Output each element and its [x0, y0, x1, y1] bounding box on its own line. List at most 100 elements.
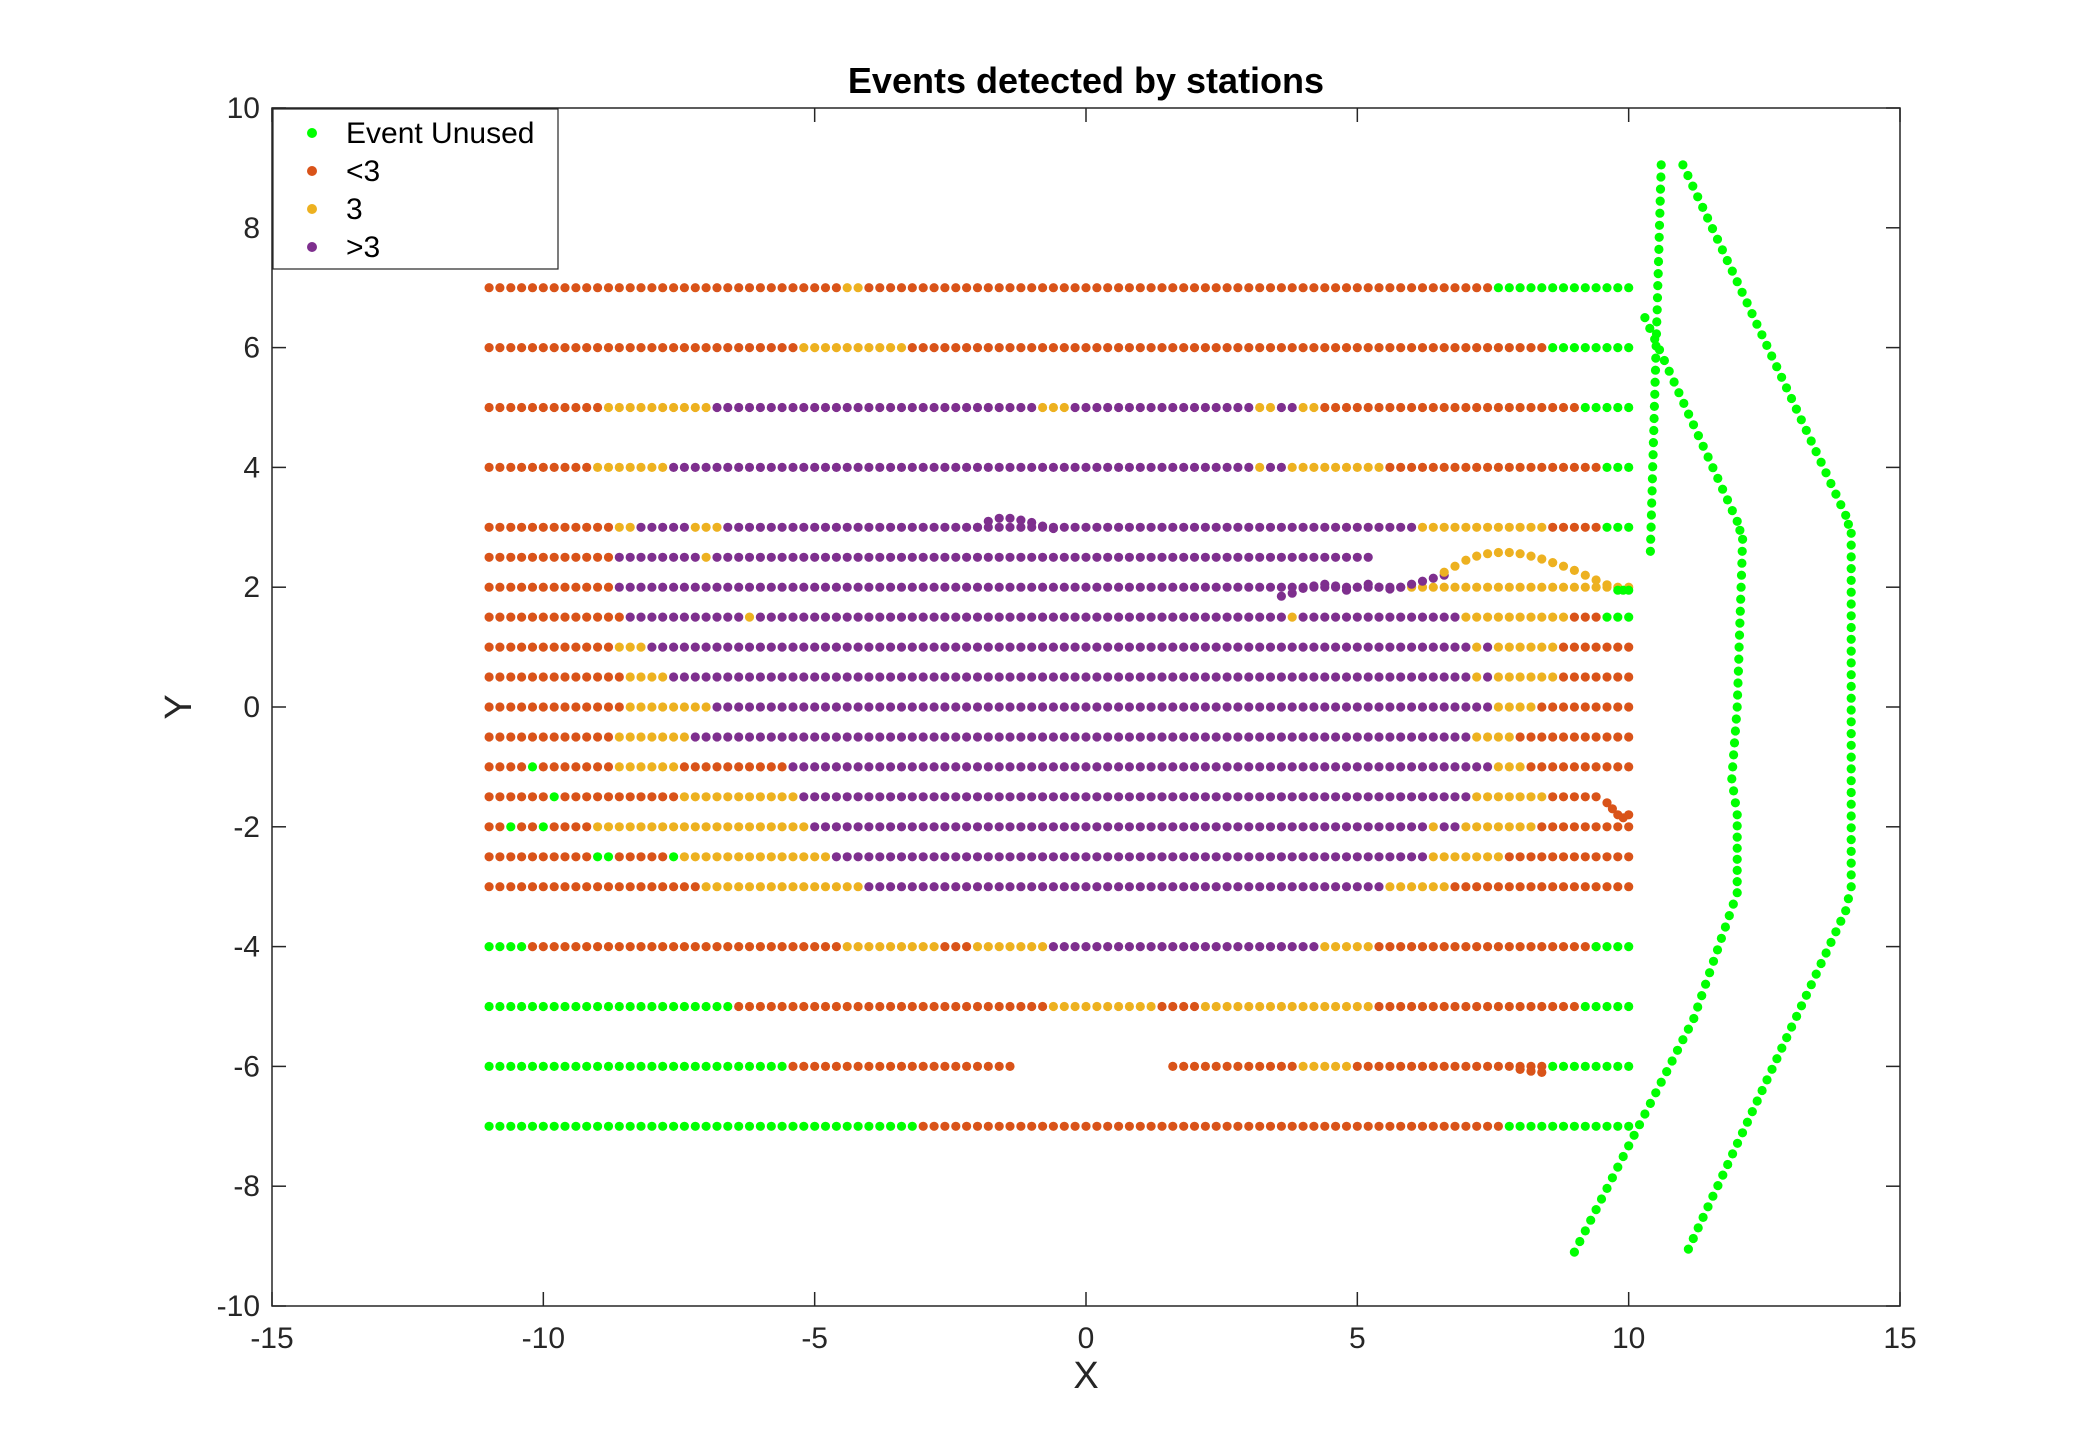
point-lt3	[582, 283, 592, 293]
point-lt3	[1124, 343, 1134, 353]
point-lt3	[1233, 1121, 1243, 1131]
point-lt3	[1168, 1001, 1178, 1012]
point-eq3	[1515, 522, 1525, 532]
point-gt3	[1331, 522, 1341, 532]
point-unused	[1580, 1061, 1590, 1071]
point-gt3	[1081, 792, 1091, 802]
point-lt3	[1027, 343, 1037, 353]
point-gt3	[1222, 582, 1232, 592]
legend-label-eq3: 3	[346, 193, 363, 226]
point-gt3	[1135, 522, 1145, 532]
point-gt3	[755, 612, 766, 622]
point-lt3	[1048, 1121, 1058, 1131]
point-eq3	[734, 792, 744, 802]
point-gt3	[1168, 402, 1178, 413]
point-eq3	[658, 672, 668, 682]
point-eq3	[1341, 942, 1352, 952]
point-gt3	[1157, 402, 1167, 413]
point-eq3	[679, 852, 690, 862]
point-gt3	[1200, 582, 1210, 592]
point-lt3	[495, 702, 505, 712]
point-eq3	[820, 882, 831, 892]
point-lt3	[517, 672, 527, 682]
point-lt3	[1374, 1001, 1384, 1012]
point-gt3	[744, 582, 755, 592]
point-lt3	[918, 343, 928, 353]
point-gt3	[864, 612, 874, 622]
point-lt3	[614, 882, 624, 892]
point-unused	[647, 1001, 657, 1012]
point-gt3	[842, 762, 852, 772]
point-eq3	[1515, 702, 1525, 712]
point-gt3	[875, 612, 885, 622]
point-lt3	[614, 343, 624, 353]
point-gt3	[994, 672, 1004, 682]
point-gt3	[1461, 642, 1471, 652]
point-gt3	[1070, 942, 1080, 952]
point-gt3	[799, 732, 809, 742]
point-unused	[1846, 611, 1856, 621]
point-eq3	[1558, 612, 1569, 622]
point-unused	[1558, 343, 1569, 353]
point-gt3	[1417, 702, 1428, 712]
point-gt3	[1320, 852, 1330, 862]
point-lt3	[614, 702, 624, 712]
point-lt3	[1450, 283, 1460, 293]
point-lt3	[582, 552, 592, 562]
point-lt3	[1439, 343, 1449, 353]
point-lt3	[560, 852, 570, 862]
point-gt3	[712, 402, 722, 413]
point-lt3	[1450, 1001, 1460, 1012]
point-lt3	[1515, 732, 1525, 742]
point-lt3	[495, 882, 505, 892]
point-gt3	[820, 822, 831, 832]
point-gt3	[1211, 402, 1221, 413]
point-gt3	[994, 402, 1004, 413]
point-gt3	[1298, 583, 1308, 594]
point-unused	[614, 1121, 624, 1131]
point-lt3	[1276, 343, 1286, 353]
point-lt3	[1569, 1001, 1579, 1012]
point-eq3	[1363, 1001, 1373, 1012]
point-gt3	[723, 582, 733, 592]
point-lt3	[1569, 672, 1579, 682]
y-axis-label: Y	[158, 694, 200, 719]
point-unused	[1718, 484, 1728, 494]
point-eq3	[658, 732, 668, 742]
point-gt3	[810, 462, 820, 472]
point-lt3	[799, 1061, 809, 1071]
point-lt3	[1179, 1121, 1189, 1131]
point-gt3	[1135, 552, 1145, 562]
point-gt3	[625, 612, 635, 622]
point-eq3	[1048, 1001, 1058, 1012]
point-unused	[820, 1121, 831, 1131]
point-lt3	[907, 1061, 917, 1071]
point-gt3	[1385, 642, 1395, 652]
point-gt3	[1363, 672, 1373, 682]
point-gt3	[907, 882, 917, 892]
point-lt3	[1157, 283, 1167, 293]
point-gt3	[842, 822, 852, 832]
point-lt3	[1189, 1001, 1200, 1012]
point-gt3	[1114, 762, 1124, 772]
point-eq3	[1265, 1001, 1276, 1012]
point-unused	[1586, 1215, 1596, 1225]
point-lt3	[614, 852, 624, 862]
point-gt3	[1146, 612, 1156, 622]
point-gt3	[1048, 462, 1058, 472]
point-gt3	[1027, 762, 1037, 772]
point-gt3	[1092, 642, 1102, 652]
point-gt3	[994, 822, 1004, 832]
point-unused	[538, 1121, 548, 1131]
point-unused	[1580, 283, 1590, 293]
point-lt3	[1450, 1061, 1460, 1071]
point-gt3	[1450, 762, 1460, 772]
point-lt3	[1407, 942, 1417, 952]
point-lt3	[582, 822, 592, 832]
point-lt3	[506, 343, 516, 353]
point-lt3	[788, 942, 798, 952]
point-unused	[1729, 738, 1740, 748]
point-unused	[1683, 1024, 1693, 1034]
point-gt3	[1309, 852, 1319, 862]
point-gt3	[1027, 642, 1037, 652]
